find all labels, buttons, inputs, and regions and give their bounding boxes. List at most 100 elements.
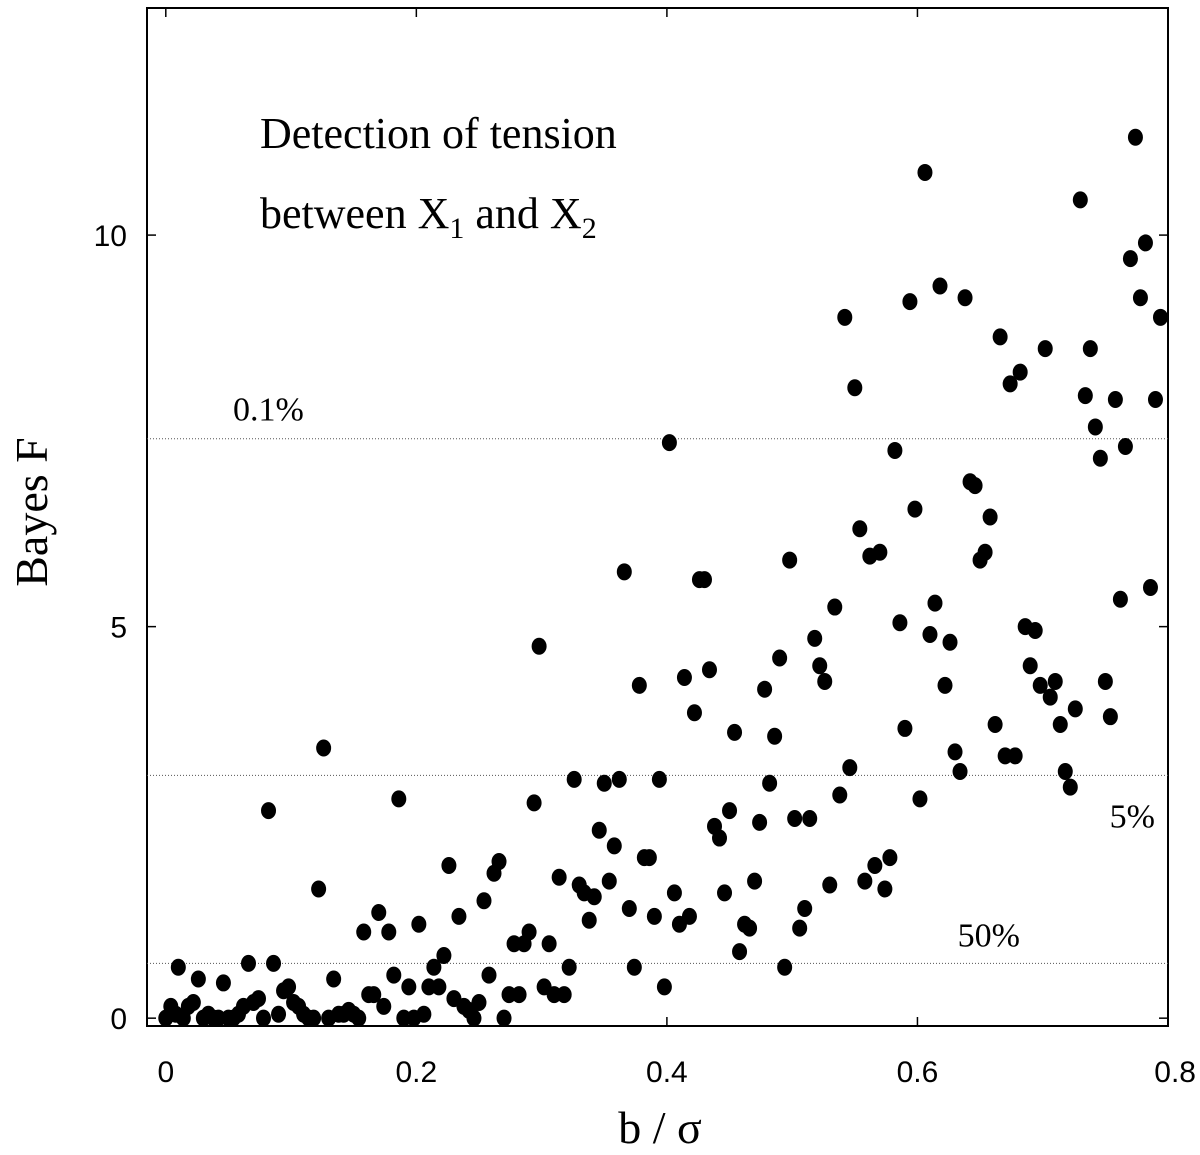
data-point <box>411 915 427 933</box>
data-point <box>947 743 963 761</box>
data-point <box>581 911 597 929</box>
data-point <box>812 657 828 675</box>
data-point <box>256 1009 272 1027</box>
data-point <box>266 954 282 972</box>
data-point <box>887 441 903 459</box>
data-point <box>787 809 803 827</box>
data-point <box>877 880 893 898</box>
data-point <box>386 966 402 984</box>
data-point <box>1012 363 1028 381</box>
data-point <box>681 907 697 925</box>
data-point <box>326 970 342 988</box>
data-point <box>822 876 838 894</box>
data-point <box>471 994 487 1012</box>
data-point <box>1022 657 1038 675</box>
data-point <box>616 563 632 581</box>
data-point <box>712 829 728 847</box>
data-point <box>1092 449 1108 467</box>
data-point <box>591 821 607 839</box>
data-point <box>762 774 778 792</box>
data-point <box>351 1009 367 1027</box>
data-point <box>832 786 848 804</box>
annotation-subscript-1: 1 <box>449 212 464 245</box>
data-point <box>376 997 392 1015</box>
data-point <box>1057 763 1073 780</box>
data-point <box>1002 375 1018 393</box>
y-axis-title: Bayes F <box>6 437 57 587</box>
data-point <box>556 986 572 1004</box>
x-tick-label: 0.6 <box>897 1056 939 1089</box>
data-point <box>987 716 1003 734</box>
y-tick-label: 5 <box>110 612 127 645</box>
data-point <box>1047 672 1063 690</box>
data-point <box>441 856 457 874</box>
data-point <box>1032 676 1048 694</box>
data-point <box>772 649 788 667</box>
data-point <box>852 520 868 538</box>
data-point <box>1117 438 1133 456</box>
data-point <box>1082 340 1098 358</box>
reference-line-label: 50% <box>958 917 1020 954</box>
data-point <box>701 661 717 679</box>
data-point <box>917 163 933 181</box>
data-point <box>722 802 738 820</box>
data-point <box>526 794 542 812</box>
data-point <box>1107 391 1123 409</box>
data-point <box>601 872 617 890</box>
data-point <box>185 994 201 1012</box>
data-point <box>521 923 537 941</box>
data-point <box>882 849 898 867</box>
data-point <box>1042 688 1058 706</box>
data-point <box>436 947 452 965</box>
data-point <box>476 892 492 910</box>
data-point <box>611 770 627 788</box>
data-point <box>1127 128 1143 146</box>
data-point <box>366 986 382 1004</box>
data-point <box>631 676 647 694</box>
data-point <box>281 978 297 996</box>
data-point <box>496 1009 512 1027</box>
data-point <box>1142 578 1158 596</box>
data-point <box>250 990 266 1008</box>
data-point <box>316 739 332 757</box>
data-point <box>261 802 277 820</box>
annotation-line-1: Detection of tension <box>260 109 617 158</box>
data-point <box>646 907 662 925</box>
data-point <box>356 923 372 941</box>
data-point <box>1067 700 1083 718</box>
data-point <box>596 774 612 792</box>
data-point <box>1077 387 1093 405</box>
reference-lines: 0.1% 5% 50% <box>147 392 1168 964</box>
x-tick-label: 0.2 <box>395 1056 437 1089</box>
data-point <box>807 629 823 647</box>
data-point <box>311 880 327 898</box>
data-point <box>927 594 943 612</box>
data-point <box>271 1005 287 1023</box>
data-point <box>872 543 888 561</box>
data-point <box>306 1009 322 1027</box>
data-point <box>1112 590 1128 608</box>
data-point <box>651 770 667 788</box>
data-point <box>215 974 231 992</box>
data-point <box>381 923 397 941</box>
data-point <box>767 727 783 745</box>
data-point <box>1147 391 1163 409</box>
data-point <box>451 907 467 925</box>
data-point <box>782 551 798 569</box>
data-point <box>551 868 567 886</box>
data-point <box>857 872 873 890</box>
data-point <box>666 884 682 902</box>
data-point <box>1062 778 1078 796</box>
data-point <box>1072 191 1088 209</box>
data-point <box>817 672 833 690</box>
data-point <box>1037 340 1053 358</box>
annotation-subscript-2: 2 <box>582 212 597 245</box>
data-point <box>1052 716 1068 734</box>
data-point <box>621 900 637 918</box>
data-point <box>797 900 813 918</box>
data-point <box>892 614 908 632</box>
data-point <box>1132 289 1148 307</box>
x-tick-label: 0.8 <box>1154 1056 1196 1089</box>
data-points <box>158 128 1168 1027</box>
data-point <box>170 958 186 976</box>
